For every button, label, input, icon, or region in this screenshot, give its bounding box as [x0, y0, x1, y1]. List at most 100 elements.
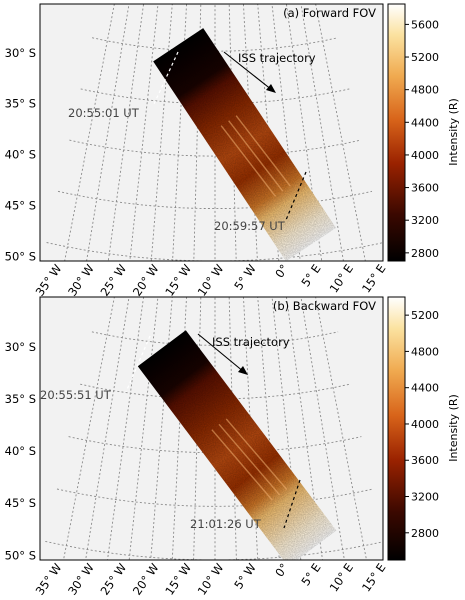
parallel-line: [91, 37, 339, 52]
lon-tick-label: 10° W: [195, 262, 227, 299]
colorbar-gradient: [388, 4, 405, 261]
lon-tick-label: 15° W: [162, 262, 194, 299]
colorbar-tick-label: 3600: [411, 454, 439, 467]
arc-streak: [220, 125, 276, 197]
colorbar-tick-label: 3600: [411, 182, 439, 195]
meridian-line: [285, 4, 323, 261]
lon-tick-label: 0°: [272, 262, 291, 281]
lon-tick-label: 5° W: [231, 561, 259, 592]
arc-streak: [225, 418, 288, 490]
colorbar-tick-label: 5200: [411, 51, 439, 64]
image-swath: [153, 28, 336, 261]
meridian-line: [85, 297, 130, 560]
lat-tick-label: 45° S: [5, 496, 36, 510]
track-line-end: [285, 171, 307, 221]
lon-tick-labels: 35° W 30° W 25° W 20° W 15° W 10° W 5° W 0° 5° E…: [33, 561, 389, 598]
colorbar: 2800 3200 3600 4000 4400 4800 5200 5600 Intensi…: [387, 3, 460, 262]
lat-tick-label: 50° S: [5, 249, 36, 263]
arrow-head: [238, 366, 248, 375]
map-frame: [39, 3, 384, 262]
colorbar-ticks: 2800 3200 3600 4000 4400 4800 5200: [405, 309, 439, 540]
lat-tick-label: 40° S: [5, 444, 36, 458]
arc-streak: [235, 115, 291, 187]
colorbar-tick-label: 4000: [411, 418, 439, 431]
colorbar-gradient: [388, 297, 405, 560]
track-line-end: [283, 479, 301, 529]
meridian-line: [300, 4, 344, 261]
meridian-line: [64, 4, 115, 261]
lon-tick-label: 25° W: [97, 262, 129, 299]
parallel-line: [91, 331, 339, 346]
lon-tick-label: 5° W: [231, 262, 259, 293]
colorbar-tick-label: 2800: [411, 247, 439, 260]
meridian-line: [150, 4, 173, 261]
meridian-line: [300, 297, 345, 560]
meridian-line: [315, 297, 367, 560]
lon-tick-label: 20° W: [130, 561, 162, 598]
parallel-line: [56, 488, 374, 507]
meridian-line: [285, 297, 323, 560]
meridian-line: [128, 297, 159, 560]
colorbar-tick-label: 4400: [411, 382, 439, 395]
meridian-line: [150, 297, 173, 560]
lon-tick-label: 0°: [272, 561, 291, 580]
parallel-line: [46, 242, 383, 261]
colorbar-tick-label: 4800: [411, 345, 439, 358]
colorbar-label: Intensity (R): [447, 98, 460, 166]
lon-tick-label: 15° E: [359, 561, 388, 595]
colorbar-tick-label: 5600: [411, 18, 439, 31]
lon-tick-label: 10° W: [195, 561, 227, 598]
colorbar-tick-label: 4000: [411, 149, 439, 162]
lon-tick-label: 35° W: [33, 561, 65, 598]
arc-streak: [228, 120, 284, 192]
time-label-start: 20:55:01 UT: [68, 106, 140, 120]
lon-tick-label: 35° W: [33, 262, 65, 299]
trajectory-label: ISS trajectory: [238, 51, 316, 65]
colorbar-tick-label: 4800: [411, 84, 439, 97]
meridian-line: [171, 297, 188, 560]
lon-tick-label: 25° W: [97, 561, 129, 598]
colorbar-label: Intensity (R): [447, 394, 460, 462]
track-line-start: [125, 335, 151, 393]
meridian-line: [107, 4, 145, 261]
parallel-line: [69, 139, 361, 157]
meridian-line: [193, 4, 202, 261]
lat-tick-label: 30° S: [5, 340, 36, 354]
trajectory-arrow: [197, 333, 245, 373]
map-frame: [39, 296, 384, 561]
colorbar-tick-label: 4400: [411, 116, 439, 129]
colorbar-tick-label: 5200: [411, 309, 439, 322]
trajectory-label: ISS trajectory: [212, 335, 290, 349]
colorbar-ticks: 2800 3200 3600 4000 4400 4800 5200 5600: [405, 18, 439, 260]
meridian-line: [129, 4, 159, 261]
panel-title: (b) Backward FOV: [273, 299, 376, 313]
lat-tick-label: 35° S: [5, 97, 36, 111]
lat-tick-label: 50° S: [5, 548, 36, 562]
lon-tick-label: 10° E: [327, 561, 356, 595]
lat-tick-labels: 30° S 35° S 40° S 45° S 50° S: [5, 340, 36, 562]
lon-tick-label: 20° W: [130, 262, 162, 299]
colorbar-tick-label: 3200: [411, 491, 439, 504]
time-label-end: 21:01:26 UT: [190, 517, 262, 531]
panel-backward-fov: (b) Backward FOV ISS trajectory 20:55:51…: [5, 296, 460, 598]
colorbar-frame: [387, 296, 406, 561]
arc-streak: [218, 423, 281, 496]
arc-streak: [211, 429, 273, 501]
lon-tick-label: 10° E: [327, 262, 356, 296]
trajectory-arrow: [223, 51, 273, 91]
meridian-line: [63, 297, 115, 560]
colorbar: 2800 3200 3600 4000 4400 4800 5200 Intensity (…: [387, 296, 460, 561]
time-label-end: 20:59:57 UT: [214, 219, 286, 233]
meridian-line: [315, 4, 366, 261]
lon-tick-label: 15° W: [162, 561, 194, 598]
lat-tick-labels: 30° S 35° S 40° S 45° S 50° S: [5, 46, 36, 264]
time-label-start: 20:55:51 UT: [40, 388, 112, 402]
lat-tick-label: 30° S: [5, 46, 36, 60]
lon-tick-labels: 35° W 30° W 25° W 20° W 15° W 10° W 5° W 0° 5° E…: [33, 262, 389, 299]
lon-tick-label: 5° E: [298, 262, 323, 290]
meridian-line: [257, 297, 280, 560]
panel-forward-fov: (a) Forward FOV ISS trajectory 20:55:01 …: [5, 3, 460, 299]
arrow-head: [266, 84, 276, 93]
swath-texture: [153, 28, 336, 261]
